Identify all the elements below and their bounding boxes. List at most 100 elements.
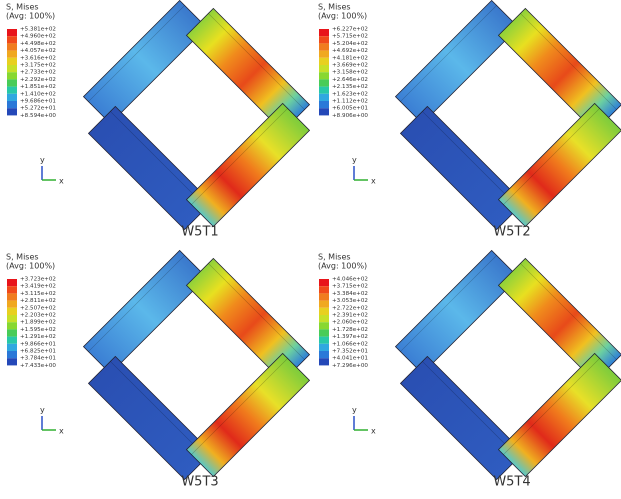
figure: S, Mises(Avg: 100%)+5.381e+02+4.960e+02+… <box>0 0 621 495</box>
model-bar-body <box>400 356 523 479</box>
legend-band <box>7 51 17 58</box>
legend-value: +2.203e+02 <box>20 313 56 319</box>
legend-value: +3.784e+01 <box>20 356 56 362</box>
legend-value: +4.181e+02 <box>332 55 368 61</box>
legend-band <box>319 358 329 365</box>
legend-subtitle: (Avg: 100%) <box>6 262 55 271</box>
legend-band <box>319 301 329 308</box>
panel: S, Mises(Avg: 100%)+4.046e+02+3.715e+02+… <box>318 250 621 489</box>
model-bar-body <box>400 106 523 229</box>
panel-label: W5T2 <box>493 225 530 240</box>
legend-band <box>319 51 329 58</box>
legend-band <box>319 29 329 36</box>
legend-band <box>7 358 17 365</box>
legend-band <box>319 43 329 50</box>
legend-band <box>7 279 17 286</box>
model-bar-body <box>186 353 309 476</box>
model-bar-body <box>498 103 621 226</box>
legend-value: +6.227e+02 <box>332 27 368 33</box>
legend-band <box>319 58 329 65</box>
axis-x-label: x <box>371 427 376 436</box>
model-bar <box>88 356 211 479</box>
model-bar-body <box>498 353 621 476</box>
legend-band <box>319 279 329 286</box>
model-bar-body <box>83 250 206 373</box>
panel-label: W5T4 <box>493 475 530 490</box>
legend-value: +4.057e+02 <box>20 48 56 54</box>
model-bar-body <box>395 0 518 123</box>
legend-band <box>7 58 17 65</box>
legend-band <box>319 108 329 115</box>
model-bar <box>400 106 523 229</box>
legend-value: +2.135e+02 <box>332 84 368 90</box>
legend-value: +7.296e+00 <box>332 363 368 369</box>
legend-band <box>7 72 17 79</box>
legend-value: +2.060e+02 <box>332 320 368 326</box>
model-bar <box>395 0 518 123</box>
legend-band <box>319 351 329 358</box>
legend-value: +5.204e+02 <box>332 41 368 47</box>
legend-band <box>7 322 17 329</box>
panel: S, Mises(Avg: 100%)+3.723e+02+3.419e+02+… <box>6 250 310 489</box>
legend-value: +1.410e+02 <box>20 91 56 97</box>
model-bar <box>498 353 621 476</box>
model-bar <box>83 0 206 123</box>
legend-band <box>319 72 329 79</box>
legend-band <box>7 43 17 50</box>
model-bar <box>186 103 309 226</box>
legend-value: +7.352e+01 <box>332 349 368 355</box>
legend-value: +2.292e+02 <box>20 77 56 83</box>
axis-y-label: y <box>352 406 357 415</box>
legend-value: +8.594e+00 <box>20 113 56 119</box>
legend-band <box>7 286 17 293</box>
legend-subtitle: (Avg: 100%) <box>6 12 55 21</box>
model-bar <box>498 103 621 226</box>
axis-x-label: x <box>59 177 64 186</box>
legend-band <box>7 94 17 101</box>
legend-value: +3.053e+02 <box>332 298 368 304</box>
legend-band <box>319 329 329 336</box>
legend-value: +3.115e+02 <box>20 291 56 297</box>
legend-value: +1.397e+02 <box>332 334 368 340</box>
legend-band <box>319 101 329 108</box>
legend-band <box>7 108 17 115</box>
legend-value: +2.507e+02 <box>20 305 56 311</box>
legend-band <box>7 29 17 36</box>
legend-value: +5.272e+01 <box>20 106 56 112</box>
panel-label: W5T1 <box>181 225 218 240</box>
legend-value: +5.715e+02 <box>332 34 368 40</box>
model-bar-body <box>395 250 518 373</box>
legend-value: +1.728e+02 <box>332 327 368 333</box>
legend-value: +3.669e+02 <box>332 63 368 69</box>
legend-value: +4.498e+02 <box>20 41 56 47</box>
legend-band <box>7 36 17 43</box>
panel-label: W5T3 <box>181 475 218 490</box>
legend-subtitle: (Avg: 100%) <box>318 262 367 271</box>
legend-value: +6.825e+01 <box>20 349 56 355</box>
legend-value: +1.623e+02 <box>332 91 368 97</box>
model-bar <box>395 250 518 373</box>
legend-value: +1.112e+02 <box>332 99 368 105</box>
model-bar-body <box>186 103 309 226</box>
legend-value: +1.851e+02 <box>20 84 56 90</box>
legend-band <box>7 79 17 86</box>
legend-band <box>319 322 329 329</box>
axis-y-label: y <box>352 156 357 165</box>
legend-band <box>7 329 17 336</box>
legend-band <box>319 315 329 322</box>
legend-title: S, Mises <box>318 3 351 12</box>
panel: S, Mises(Avg: 100%)+5.381e+02+4.960e+02+… <box>6 0 310 239</box>
axis-y-label: y <box>40 406 45 415</box>
axis-y-label: y <box>40 156 45 165</box>
legend-band <box>7 337 17 344</box>
legend-value: +3.723e+02 <box>20 277 56 283</box>
legend-value: +4.960e+02 <box>20 34 56 40</box>
model-bar <box>88 106 211 229</box>
legend-value: +1.291e+02 <box>20 334 56 340</box>
legend-band <box>7 293 17 300</box>
legend-value: +2.811e+02 <box>20 298 56 304</box>
model-bar <box>83 250 206 373</box>
legend-value: +6.005e+01 <box>332 106 368 112</box>
legend-title: S, Mises <box>6 253 39 262</box>
legend-band <box>7 308 17 315</box>
